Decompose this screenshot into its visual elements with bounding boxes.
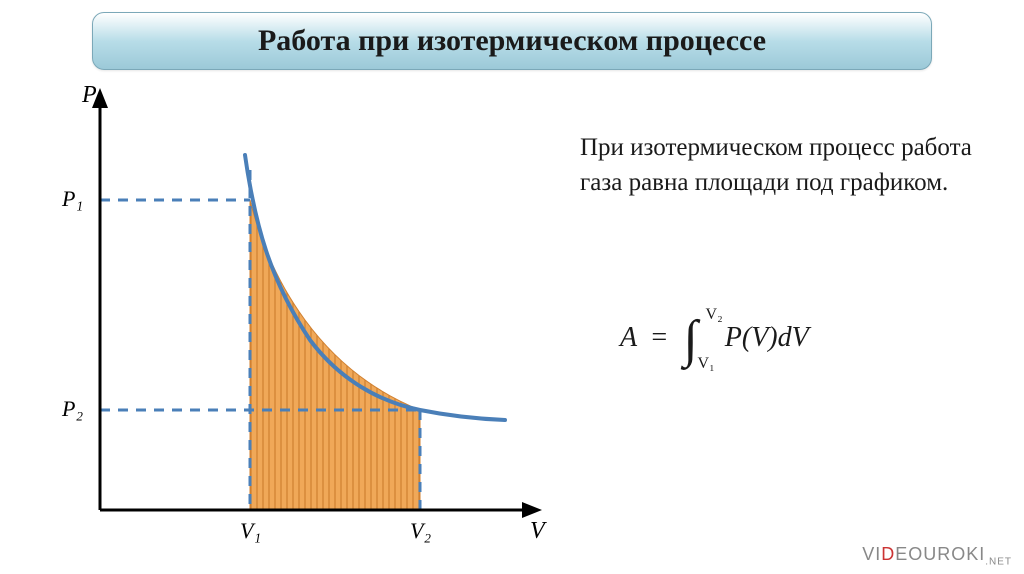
wm-suffix: .NET bbox=[985, 557, 1012, 568]
v1-label: V₁ bbox=[240, 518, 261, 544]
p1-label: P₁ bbox=[62, 186, 83, 212]
integrand: P(V)dV bbox=[725, 322, 809, 353]
wm-mid: D bbox=[881, 544, 895, 564]
watermark: VIDEOUROKI.NET bbox=[862, 544, 1012, 568]
work-integral-formula: A = ∫ V₁ V₂ P(V)dV bbox=[620, 310, 809, 369]
wm-post: EOUROKI bbox=[895, 544, 985, 564]
formula-lhs: A bbox=[620, 322, 637, 353]
x-axis-label: V bbox=[530, 518, 545, 545]
pv-chart: P V P₁ P₂ V₁ V₂ bbox=[20, 80, 560, 560]
v2-label: V₂ bbox=[410, 518, 431, 544]
y-axis-label: P bbox=[82, 82, 97, 109]
int-upper: V₂ bbox=[706, 306, 723, 324]
integral-sign: ∫ V₁ V₂ bbox=[684, 310, 698, 369]
description-text: При изотермическом процесс работа газа р… bbox=[580, 130, 980, 200]
title-text: Работа при изотермическом процессе bbox=[258, 24, 766, 58]
formula-eq: = bbox=[650, 322, 669, 353]
int-lower: V₁ bbox=[698, 355, 715, 373]
shaded-area bbox=[250, 200, 420, 510]
p2-label: P₂ bbox=[62, 396, 83, 422]
title-banner: Работа при изотермическом процессе bbox=[92, 12, 932, 70]
chart-svg bbox=[20, 80, 560, 560]
wm-pre: VI bbox=[862, 544, 881, 564]
x-axis-arrow bbox=[522, 502, 542, 518]
